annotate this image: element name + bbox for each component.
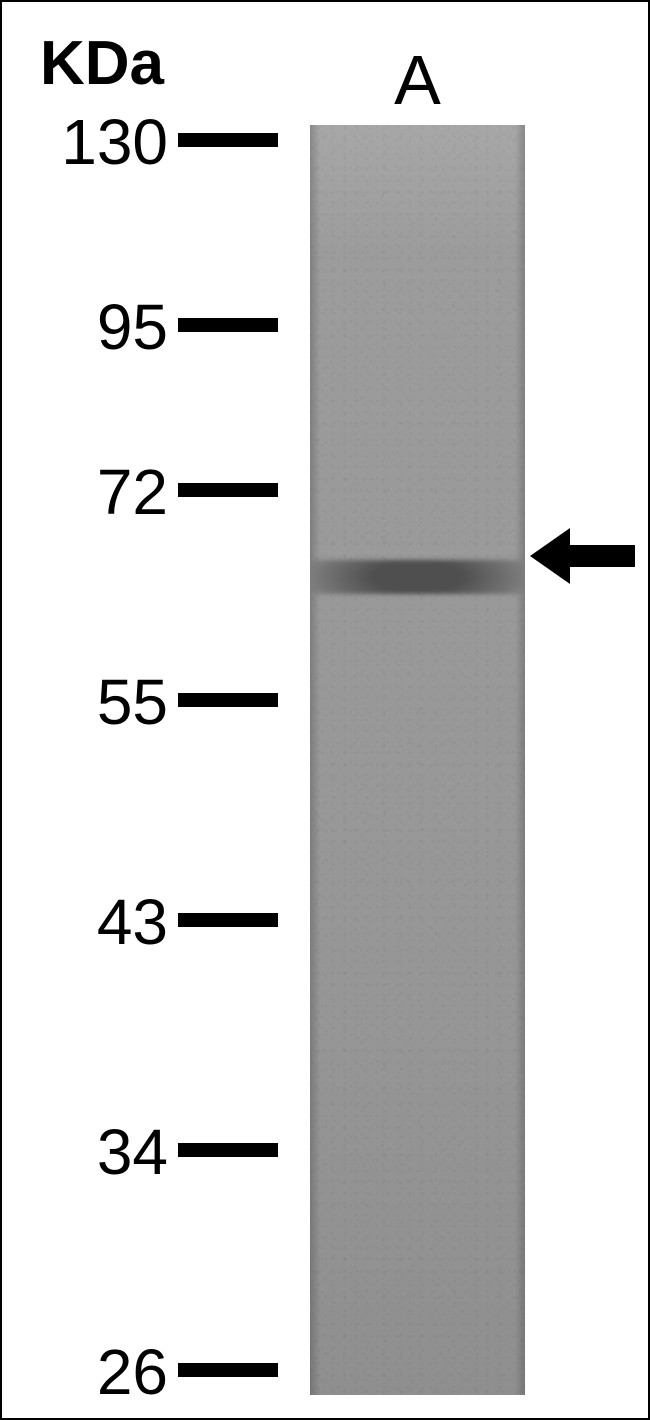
lane-grain (310, 125, 525, 1395)
marker-label: 130 (61, 105, 168, 179)
marker-label: 34 (97, 1115, 168, 1189)
marker-label: 95 (97, 290, 168, 364)
western-blot-figure: KDa 130 95 72 55 43 34 26 A (0, 0, 650, 1420)
marker-label: 43 (97, 885, 168, 959)
blot-lane (310, 125, 525, 1395)
marker-label: 55 (97, 665, 168, 739)
marker-tick (178, 693, 278, 707)
marker-tick (178, 913, 278, 927)
protein-band (310, 560, 525, 594)
marker-tick (178, 483, 278, 497)
marker-label: 26 (97, 1335, 168, 1409)
lane-header: A (310, 40, 525, 120)
marker-label: 72 (97, 455, 168, 529)
band-indicator-arrow (530, 528, 635, 584)
marker-tick (178, 133, 278, 147)
marker-tick (178, 1363, 278, 1377)
marker-tick (178, 318, 278, 332)
unit-label: KDa (40, 28, 164, 99)
marker-tick (178, 1143, 278, 1157)
